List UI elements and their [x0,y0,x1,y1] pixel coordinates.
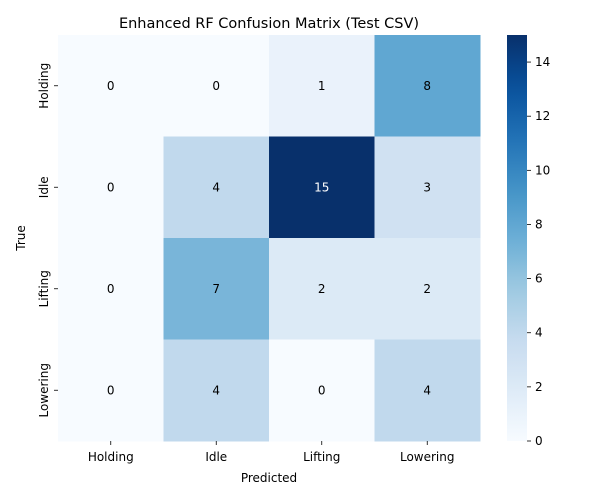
cell-value-label: 0 [107,383,115,397]
cell-value-label: 0 [107,79,115,93]
heatmap-cell-lifting-lifting [269,238,375,340]
heatmap-cell-holding-lowering [374,35,481,137]
heatmap-cell-lowering-lowering [374,339,481,442]
cell-value-label: 0 [107,180,115,194]
colorbar-tick-label: 8 [535,217,543,231]
cell-value-label: 1 [318,79,326,93]
heatmap-cell-holding-idle [163,35,270,137]
cell-value-label: 15 [314,180,329,194]
heatmap-cell-holding-lifting [269,35,375,137]
heatmap-cells: 0 0 1 8 0 4 15 3 0 7 2 2 0 4 0 4 [58,35,481,442]
colorbar-tick-label: 4 [535,326,543,340]
colorbar-tick-label: 12 [535,109,550,123]
heatmap-cell-idle-lifting [269,136,375,239]
x-tick-label-lifting: Lifting [303,450,340,464]
heatmap-cell-lowering-holding [58,339,164,442]
cell-value-label: 0 [212,79,220,93]
cell-value-label: 4 [212,180,220,194]
y-axis-ticks: Holding Idle Lifting Lowering [37,63,58,418]
x-axis-ticks: Holding Idle Lifting Lowering [88,441,455,464]
cell-value-label: 4 [212,383,220,397]
chart-title: Enhanced RF Confusion Matrix (Test CSV) [119,16,419,32]
colorbar-gradient [507,35,527,441]
x-tick-label-holding: Holding [88,450,134,464]
heatmap-cell-idle-lowering [374,136,481,239]
colorbar-tick-label: 6 [535,272,543,286]
colorbar-tick-label: 0 [535,434,543,448]
heatmap-cell-lowering-lifting [269,339,375,442]
heatmap-cell-idle-idle [163,136,270,239]
cell-value-label: 0 [107,282,115,296]
heatmap-cell-lifting-lowering [374,238,481,340]
cell-value-label: 0 [318,383,326,397]
y-tick-label-holding: Holding [37,63,51,109]
x-tick-label-idle: Idle [205,450,227,464]
heatmap-cell-lifting-holding [58,238,164,340]
cell-value-label: 2 [318,282,326,296]
colorbar-tick-label: 2 [535,380,543,394]
y-tick-label-lifting: Lifting [37,270,51,307]
colorbar-tick-label: 10 [535,163,550,177]
cell-value-label: 8 [423,79,431,93]
colorbar: 0 2 4 6 8 10 12 14 [507,35,550,448]
y-tick-label-lowering: Lowering [37,363,51,418]
heatmap-cell-holding-holding [58,35,164,137]
cell-value-label: 7 [212,282,220,296]
colorbar-tick-label: 14 [535,55,550,69]
x-tick-label-lowering: Lowering [400,450,455,464]
heatmap-cell-lowering-idle [163,339,270,442]
y-tick-label-idle: Idle [37,176,51,198]
cell-value-label: 2 [423,282,431,296]
x-axis-label: Predicted [241,471,297,485]
heatmap-cell-idle-holding [58,136,164,239]
heatmap-cell-lifting-idle [163,238,270,340]
cell-value-label: 4 [423,383,431,397]
cell-value-label: 3 [423,180,431,194]
y-axis-label: True [14,225,28,252]
